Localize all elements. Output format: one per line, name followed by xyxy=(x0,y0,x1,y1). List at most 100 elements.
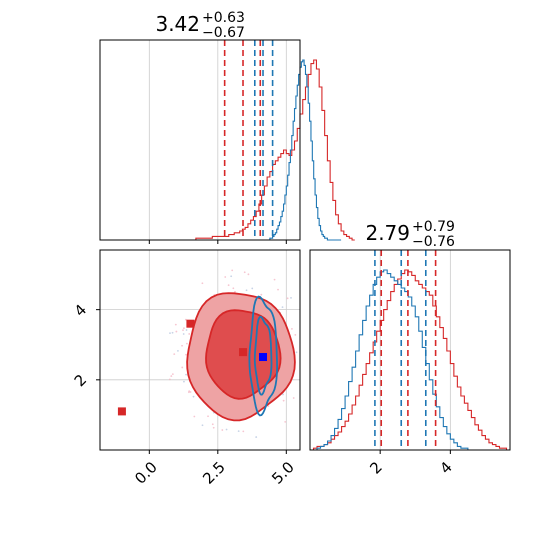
scatter-sample-dot xyxy=(221,429,224,431)
scatter-sample-dot xyxy=(231,269,234,272)
scatter-sample-dot xyxy=(306,350,308,352)
red-marker-0 xyxy=(117,407,126,416)
scatter-ytick-label-0: 2 xyxy=(71,371,90,390)
histogram-2-grid xyxy=(379,250,451,450)
histogram-1-title-plus: +0.63 xyxy=(202,10,245,26)
scatter-points xyxy=(117,319,268,416)
scatter-sample-dot xyxy=(211,423,214,426)
scatter-sample-dot xyxy=(260,293,263,296)
scatter-sample-dot xyxy=(227,284,230,287)
scatter-sample-dot xyxy=(169,332,171,335)
scatter-sample-dot xyxy=(273,278,276,281)
scatter-sample-dot xyxy=(306,386,308,388)
hist2-step-blue xyxy=(310,269,510,451)
scatter-sample-dot xyxy=(174,323,177,326)
scatter-sample-dot xyxy=(183,380,185,383)
scatter-sample-dot xyxy=(242,430,245,433)
scatter-sample-dot xyxy=(255,436,258,438)
scatter-sample-dot xyxy=(186,342,188,345)
scatter-xtick-label-0: 0.0 xyxy=(131,458,161,488)
histogram-1-series xyxy=(135,59,355,241)
scatter-x-tick-labels: 0.0 2.5 5.0 xyxy=(131,458,298,488)
scatter-sample-dot xyxy=(168,378,171,381)
scatter-sample-dot xyxy=(212,426,215,429)
histogram-2-quantile-lines xyxy=(374,250,437,450)
histogram-2-series xyxy=(310,269,510,451)
scatter-sample-dot xyxy=(232,287,235,290)
scatter-frame xyxy=(99,249,301,451)
scatter-panel: 0.0 2.5 5.0 2 4 xyxy=(71,249,308,488)
scatter-xtick-label-2: 5.0 xyxy=(268,458,298,488)
scatter-sample-dot xyxy=(225,428,228,431)
scatter-sample-dot xyxy=(193,415,196,418)
histogram-2-x-tick-labels: 2 4 xyxy=(366,458,455,477)
scatter-sample-dot xyxy=(291,327,293,330)
scatter-sample-dot xyxy=(181,344,183,347)
scatter-sample-dot xyxy=(188,333,191,335)
scatter-sample-dot xyxy=(245,289,248,292)
histogram-2-title-value: 2.79 xyxy=(365,221,410,245)
scatter-sample-dot xyxy=(295,351,298,354)
scatter-sample-dot xyxy=(192,395,195,398)
scatter-ytick-label-1: 4 xyxy=(71,301,90,320)
scatter-sample-dot xyxy=(234,290,236,293)
scatter-sample-dot xyxy=(201,282,204,285)
scatter-sample-dot xyxy=(301,316,303,318)
scatter-sample-dot xyxy=(182,329,184,332)
scatter-sample-dot xyxy=(170,375,173,377)
scatter-sample-dot xyxy=(207,415,209,418)
histogram-1-title-value: 3.42 xyxy=(155,12,200,36)
scatter-ticks xyxy=(96,309,287,454)
scatter-sample-dot xyxy=(300,308,302,310)
scatter-sample-dot xyxy=(230,275,233,278)
red-marker-2 xyxy=(239,348,248,357)
histogram-2-title-minus: −0.76 xyxy=(412,234,455,250)
scatter-sample-dot xyxy=(171,373,174,376)
scatter-sample-dot xyxy=(188,391,190,394)
histogram-2-title-plus: +0.79 xyxy=(412,219,455,235)
histogram-1-ticks xyxy=(148,240,287,244)
scatter-sample-dot xyxy=(224,276,227,278)
histogram-1-quantile-lines xyxy=(223,40,274,240)
scatter-sample-dot xyxy=(294,334,297,336)
scatter-sample-dot xyxy=(171,331,174,334)
scatter-sample-dot xyxy=(181,366,184,369)
scatter-sample-dot xyxy=(282,399,285,402)
scatter-sample-dot xyxy=(282,393,284,396)
histogram-panel-2: 2 4 2.79 +0.79 −0.76 xyxy=(309,219,511,478)
blue-marker-0 xyxy=(259,353,268,362)
scatter-sample-dot xyxy=(301,341,303,343)
scatter-sample-dot xyxy=(177,349,179,352)
scatter-sample-dot xyxy=(281,306,284,309)
scatter-sample-dot xyxy=(185,353,187,356)
histogram-1-grid xyxy=(148,40,287,240)
scatter-sample-dot xyxy=(247,273,250,276)
scatter-sample-dot xyxy=(290,297,292,299)
histogram-2-frame xyxy=(309,249,511,451)
scatter-sample-dot xyxy=(189,391,192,393)
scatter-sample-dot xyxy=(185,373,187,376)
scatter-sample-dot xyxy=(243,271,246,274)
scatter-sample-dot xyxy=(286,297,289,300)
histogram-panel-1: 3.42 +0.63 −0.67 xyxy=(99,10,355,244)
scatter-sample-dot xyxy=(182,333,185,335)
scatter-sample-dot xyxy=(237,430,240,433)
scatter-sample-dot xyxy=(284,420,287,423)
hist2-xtick-label-0: 2 xyxy=(366,458,385,477)
hist2-step-red xyxy=(310,269,510,451)
histogram-1-title-minus: −0.67 xyxy=(202,25,245,41)
blue-contour-1 xyxy=(253,315,273,396)
scatter-sample-dot xyxy=(183,327,185,330)
hist2-xtick-label-1: 4 xyxy=(436,458,455,477)
blue-contour-0 xyxy=(248,295,279,417)
scatter-xtick-label-1: 2.5 xyxy=(199,458,229,488)
scatter-sample-dot xyxy=(201,424,204,427)
histogram-1-frame xyxy=(99,39,301,241)
scatter-sample-dot xyxy=(184,318,187,321)
scatter-sample-dot xyxy=(251,287,254,290)
scatter-sample-dot xyxy=(175,330,178,333)
scatter-contours xyxy=(168,269,308,438)
hist1-step-blue xyxy=(217,59,342,241)
scatter-sample-dot xyxy=(301,314,303,316)
red-marker-1 xyxy=(186,319,195,328)
